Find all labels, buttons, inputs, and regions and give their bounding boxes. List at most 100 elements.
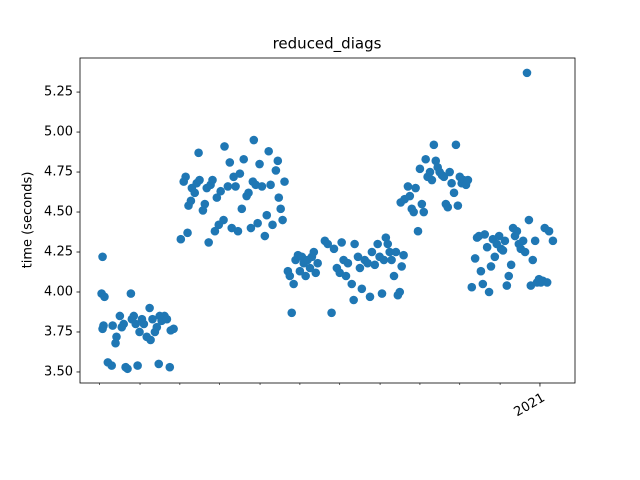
point (311, 268, 321, 278)
point (309, 247, 319, 257)
point (500, 236, 510, 246)
point (280, 177, 289, 186)
point (255, 159, 264, 169)
point (417, 199, 427, 209)
point (266, 180, 275, 190)
point (355, 263, 365, 273)
point (476, 266, 486, 276)
point (146, 335, 155, 345)
point (397, 262, 406, 271)
point (349, 295, 358, 305)
point (249, 135, 259, 145)
point (425, 167, 435, 177)
point (208, 175, 217, 185)
point (301, 271, 310, 281)
point (421, 154, 430, 164)
point (194, 148, 203, 158)
point (126, 289, 136, 298)
point (347, 279, 357, 289)
x-tick-label: 2021 (512, 391, 548, 421)
point (528, 255, 538, 265)
point (377, 289, 387, 298)
point (447, 178, 456, 188)
point (268, 220, 277, 230)
point (439, 172, 449, 182)
point (220, 142, 229, 151)
point (212, 193, 222, 202)
point (548, 236, 558, 246)
point (313, 258, 322, 268)
point (195, 175, 204, 185)
point (542, 278, 552, 287)
point (415, 164, 425, 174)
point (482, 242, 492, 252)
axes-frame (79, 57, 576, 384)
point (494, 231, 504, 241)
point (223, 182, 233, 191)
y-tick-label: 4.50 (44, 205, 73, 220)
point (486, 262, 496, 271)
point (370, 260, 380, 270)
point (512, 226, 522, 236)
point (506, 260, 516, 270)
point (419, 207, 429, 217)
point (273, 156, 283, 166)
point (176, 234, 186, 244)
point (123, 364, 132, 374)
point (329, 244, 339, 254)
point (244, 188, 253, 198)
point (200, 199, 210, 209)
point (264, 146, 273, 156)
point (353, 252, 363, 262)
point (385, 247, 394, 257)
point (225, 158, 235, 167)
y-axis-label: time (seconds) (21, 172, 36, 269)
y-tick-label: 4.00 (44, 284, 73, 299)
point (427, 175, 437, 185)
point (443, 202, 453, 212)
point (262, 210, 272, 220)
point (289, 279, 298, 289)
point (449, 188, 459, 198)
point (429, 140, 439, 150)
point (154, 359, 164, 369)
y-tick-label: 3.75 (44, 324, 73, 339)
point (257, 182, 267, 191)
point (246, 223, 256, 233)
point (403, 182, 413, 191)
point (260, 231, 270, 241)
point (337, 238, 346, 247)
point (162, 314, 172, 324)
y-tick-label: 5.00 (44, 125, 73, 140)
point (219, 215, 228, 225)
point (204, 238, 213, 247)
point (524, 215, 534, 225)
point (467, 282, 477, 292)
point (119, 319, 128, 329)
point (148, 314, 157, 324)
point (544, 226, 554, 236)
y-tick-label: 4.75 (44, 165, 73, 180)
y-tick-label: 4.25 (44, 245, 73, 260)
point (530, 236, 540, 246)
point (518, 236, 528, 246)
point (271, 166, 281, 175)
point (186, 196, 196, 206)
point (181, 172, 190, 182)
point (379, 255, 389, 265)
point (98, 324, 107, 334)
point (278, 215, 287, 225)
point (133, 361, 142, 370)
point (343, 258, 353, 268)
point (502, 281, 512, 290)
point (399, 250, 408, 260)
y-tick-label: 3.50 (44, 364, 73, 379)
point (409, 207, 418, 217)
point (480, 230, 490, 239)
point (522, 68, 532, 78)
point (363, 258, 372, 268)
point (383, 239, 393, 249)
point (413, 226, 423, 236)
point (484, 287, 494, 297)
point (210, 226, 220, 236)
